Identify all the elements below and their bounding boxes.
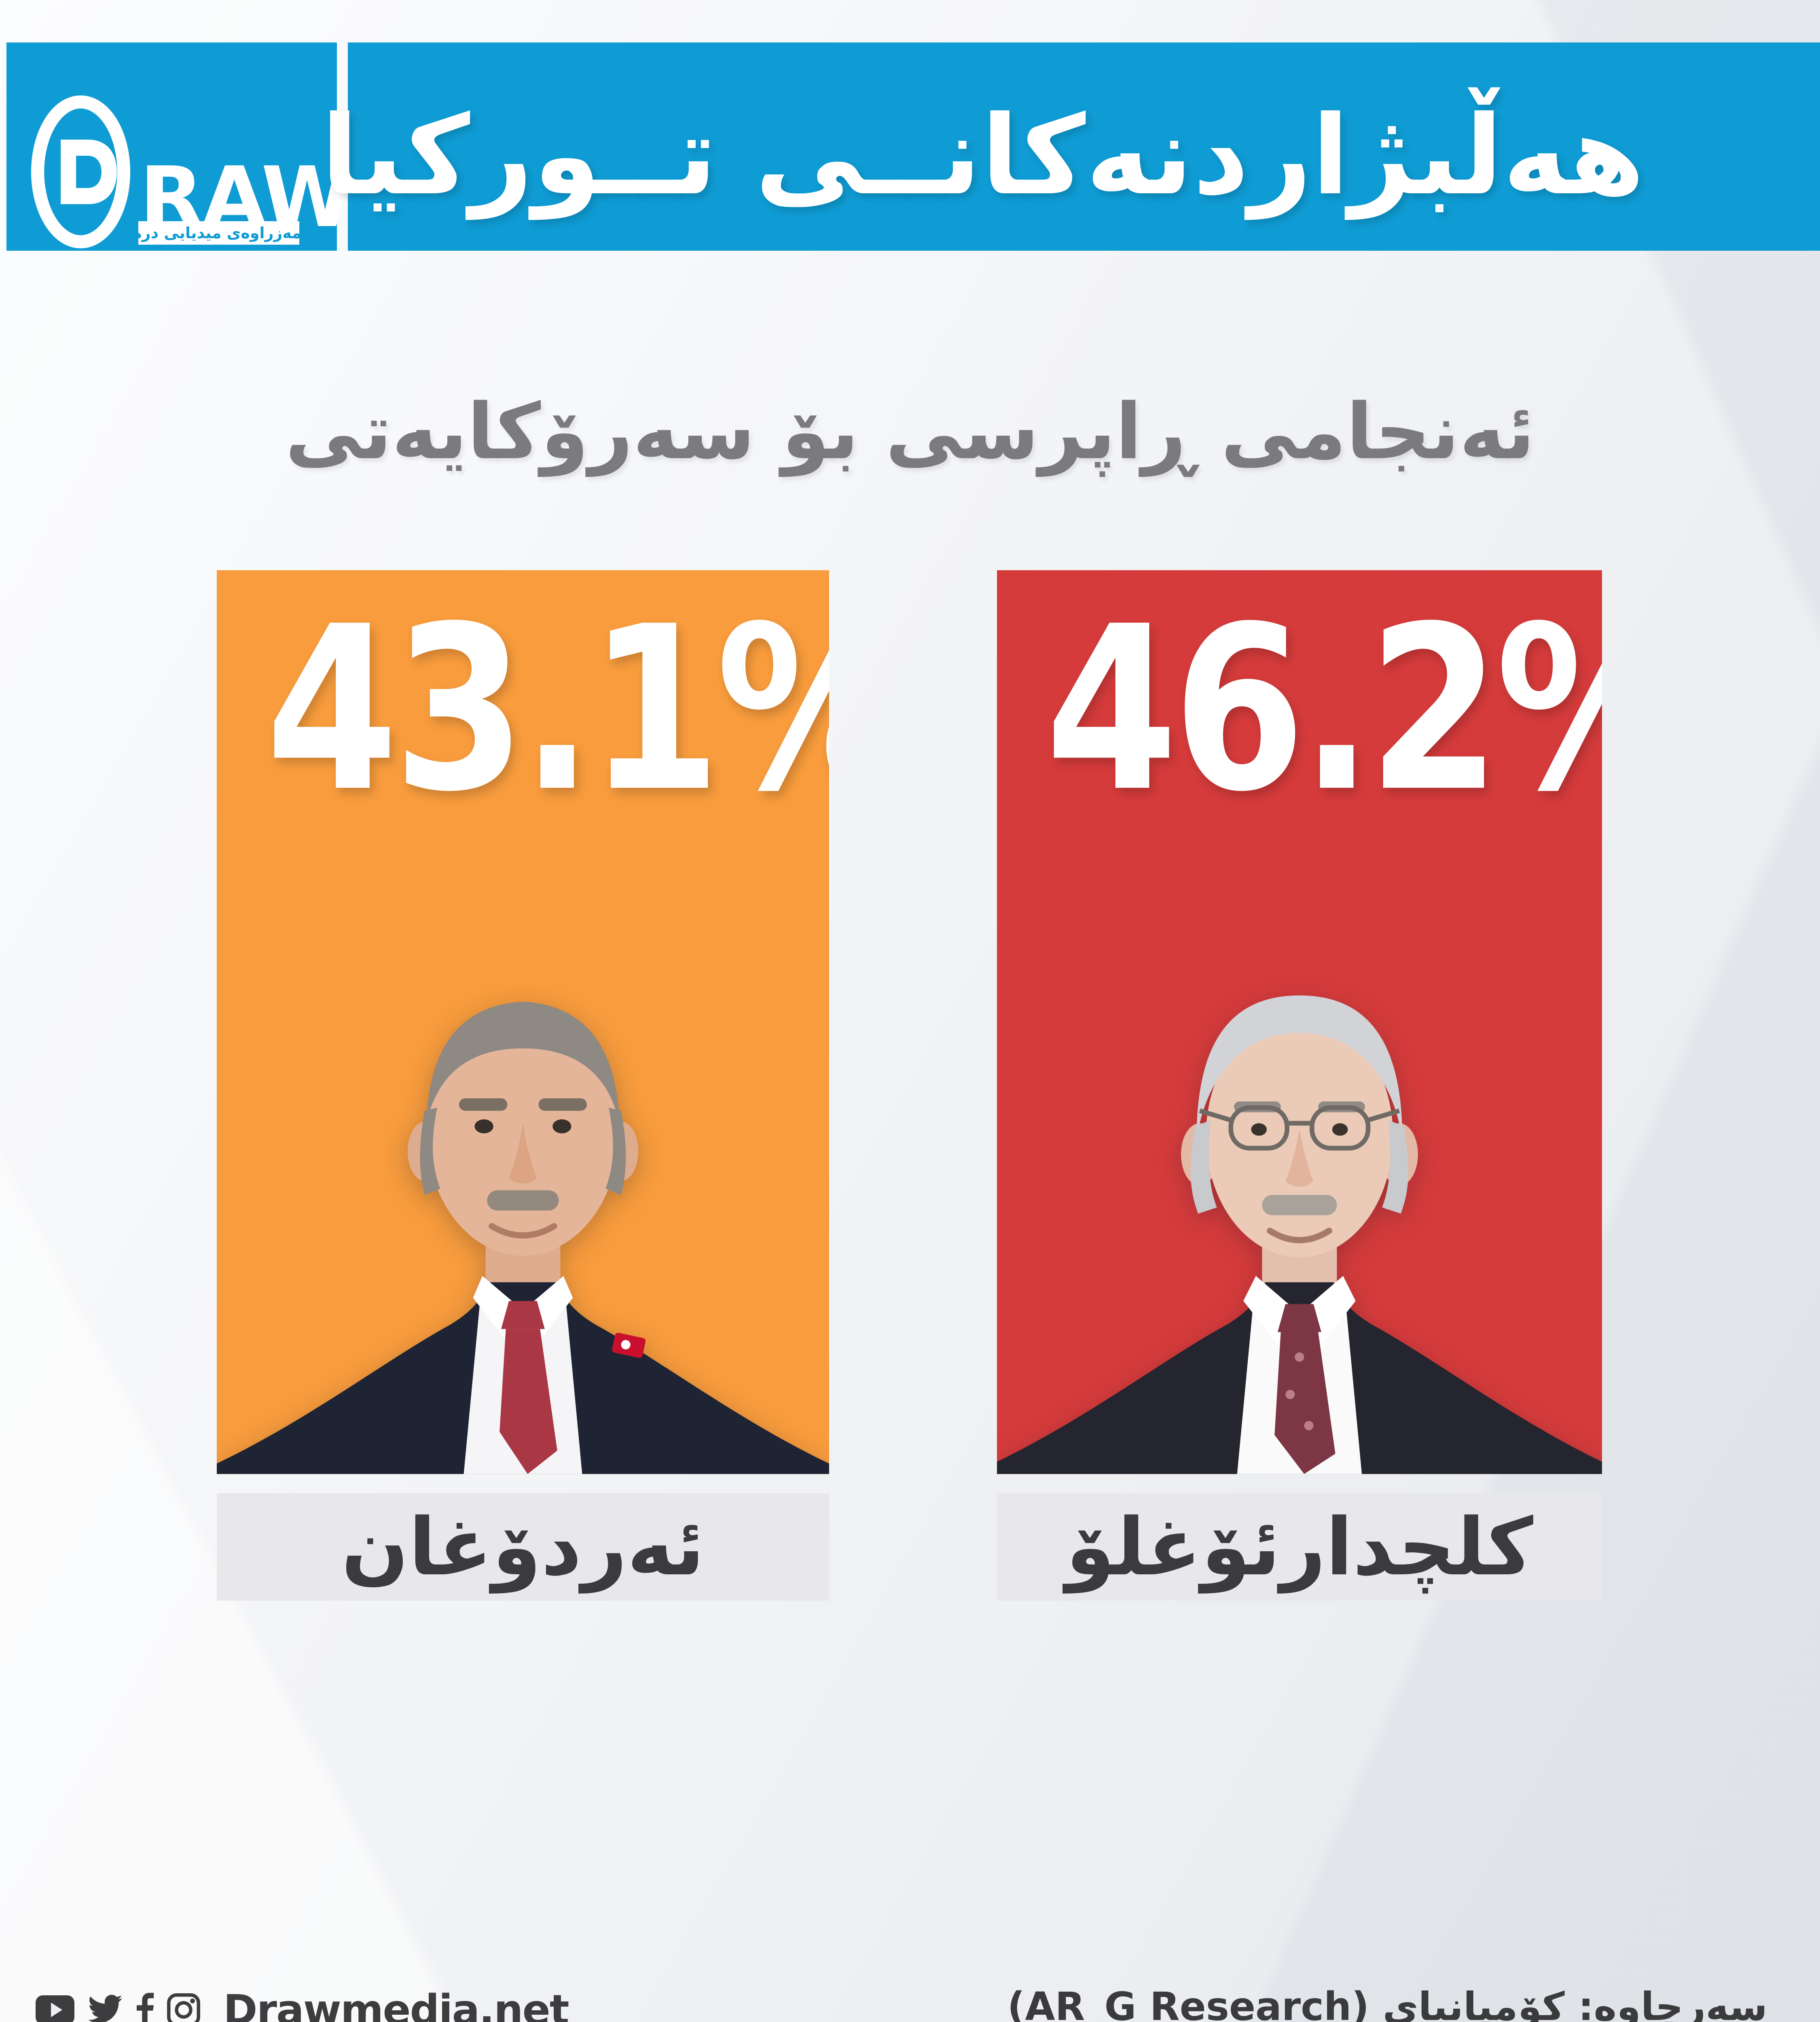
draw-logo: RAW دامەزراوەی میدیایی درەو xyxy=(6,42,353,251)
erdogan-percentage: 43.1% xyxy=(266,578,829,842)
erdogan-photo xyxy=(217,1002,829,1474)
facebook-icon xyxy=(136,1992,154,2022)
draw-logo-mark-icon xyxy=(31,95,131,249)
source-credit: سەرچاوە: کۆمپانیای (AR_G Research) xyxy=(1007,1984,1768,2022)
kilicdaroglu-name-label: کلچدارئۆغلۆ xyxy=(997,1493,1602,1601)
website-url: Drawmedia.net xyxy=(223,1986,569,2022)
erdogan-name-label: ئەردۆغان xyxy=(217,1493,829,1601)
youtube-icon xyxy=(36,1995,74,2022)
subtitle: ئەنجامی ڕاپرسی بۆ سەرۆکایەتی xyxy=(285,387,1535,476)
candidate-card-kilicdaroglu: 46.2% xyxy=(997,570,1602,1474)
header-bar: هەڵبژاردنەکانــی تــورکیا xyxy=(321,42,1820,251)
twitter-icon xyxy=(88,1995,123,2022)
kilicdaroglu-photo xyxy=(997,995,1602,1474)
logo-tagline: دامەزراوەی میدیایی درەو xyxy=(123,221,314,245)
turkish-flag-pin-icon xyxy=(612,1332,646,1358)
candidate-card-erdogan: 43.1% xyxy=(217,570,829,1474)
kilicdaroglu-percentage: 46.2% xyxy=(1045,578,1602,842)
social-links: Drawmedia.net xyxy=(36,1978,569,2022)
glasses-icon xyxy=(1199,1105,1400,1151)
page-title: هەڵبژاردنەکانــی تــورکیا xyxy=(321,92,1645,219)
instagram-icon xyxy=(167,1993,200,2022)
